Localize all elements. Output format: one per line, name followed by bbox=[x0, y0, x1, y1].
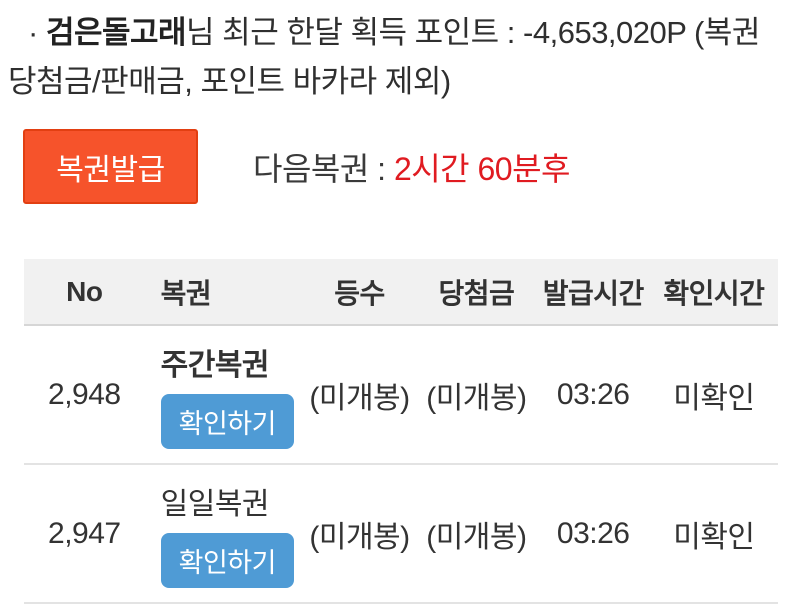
cell-no: 2,948 bbox=[24, 325, 145, 465]
next-lottery-label: 다음복권 : bbox=[253, 150, 394, 187]
issue-row: 복권발급 다음복권 : 2시간 60분후 bbox=[23, 129, 800, 204]
cell-prize: (미개봉) bbox=[416, 325, 537, 465]
lottery-stack: 일일복권 확인하기 bbox=[160, 479, 294, 588]
summary-line2: 당첨금/판매금, 포인트 바카라 제외) bbox=[8, 64, 451, 99]
summary-line1: 님 최근 한달 획득 포인트 : -4,653,020P (복권 bbox=[186, 15, 760, 50]
bullet: · bbox=[28, 15, 46, 50]
check-result-button[interactable]: 확인하기 bbox=[160, 533, 294, 588]
col-header-check-time: 확인시간 bbox=[649, 259, 778, 326]
cell-rank: (미개봉) bbox=[302, 464, 417, 604]
next-lottery-info: 다음복권 : 2시간 60분후 bbox=[253, 144, 570, 190]
lottery-history-table: No 복권 등수 당첨금 발급시간 확인시간 2,948 주간복권 확인하기 (… bbox=[24, 259, 778, 604]
issue-lottery-button[interactable]: 복권발급 bbox=[23, 129, 198, 204]
col-header-lottery: 복권 bbox=[144, 259, 303, 326]
lottery-name: 일일복권 bbox=[160, 488, 270, 521]
col-header-no: No bbox=[24, 259, 145, 326]
table-row: 2,947 일일복권 확인하기 (미개봉) (미개봉) 03:26 미확인 bbox=[24, 464, 778, 604]
table-row: 2,948 주간복권 확인하기 (미개봉) (미개봉) 03:26 미확인 bbox=[24, 325, 778, 465]
lottery-stack: 주간복권 확인하기 bbox=[160, 340, 294, 449]
cell-check-status: 미확인 bbox=[649, 325, 778, 465]
cell-issued-time: 03:26 bbox=[536, 325, 650, 465]
col-header-rank: 등수 bbox=[302, 259, 417, 326]
check-result-button[interactable]: 확인하기 bbox=[160, 394, 294, 449]
username: 검은돌고래 bbox=[45, 15, 187, 50]
cell-check-status: 미확인 bbox=[649, 464, 778, 604]
cell-issued-time: 03:26 bbox=[536, 464, 650, 604]
table-header-row: No 복권 등수 당첨금 발급시간 확인시간 bbox=[24, 259, 778, 326]
lottery-name: 주간복권 bbox=[160, 349, 270, 382]
cell-no: 2,947 bbox=[24, 464, 145, 604]
cell-rank: (미개봉) bbox=[302, 325, 417, 465]
col-header-issued-time: 발급시간 bbox=[536, 259, 650, 326]
col-header-prize: 당첨금 bbox=[416, 259, 537, 326]
next-lottery-countdown: 2시간 60분후 bbox=[393, 150, 571, 187]
cell-lottery: 주간복권 확인하기 bbox=[144, 325, 303, 465]
cell-lottery: 일일복권 확인하기 bbox=[144, 464, 303, 604]
cell-prize: (미개봉) bbox=[416, 464, 537, 604]
